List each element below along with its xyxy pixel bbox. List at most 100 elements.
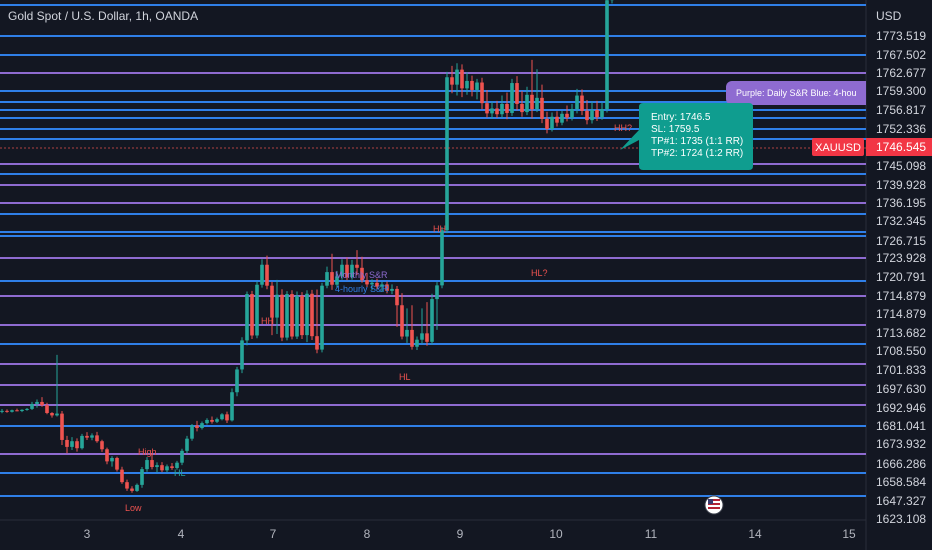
price-label: 1708.550 xyxy=(876,344,926,358)
candle-up xyxy=(215,419,219,422)
price-label: 1697.630 xyxy=(876,382,926,396)
candle-down xyxy=(105,449,109,462)
annotation-hl-3: HL? xyxy=(531,268,548,278)
candle-up xyxy=(455,69,459,85)
candle-down xyxy=(580,95,584,111)
candle-up xyxy=(475,82,479,90)
price-label: 1647.327 xyxy=(876,494,926,508)
current-price-value: 1746.545 xyxy=(876,140,926,154)
candle-up xyxy=(235,369,239,393)
candle-down xyxy=(545,118,549,129)
callout-entry: Entry: 1746.5 xyxy=(651,112,711,123)
candle-up xyxy=(590,110,594,121)
us-flag-icon[interactable] xyxy=(704,495,724,515)
candle-down xyxy=(65,439,69,447)
trade-callout[interactable]: Entry: 1746.5 SL: 1759.5 TP#1: 1735 (1:1… xyxy=(620,103,753,170)
callout-tp1: TP#1: 1735 (1:1 RR) xyxy=(651,136,743,147)
candle-down xyxy=(125,482,129,489)
candle-up xyxy=(380,284,384,287)
candle-up xyxy=(510,83,514,113)
candle-down xyxy=(315,336,319,350)
candle-down xyxy=(95,435,99,442)
legend-text: Purple: Daily S&R Blue: 4-hou xyxy=(736,88,857,98)
candle-up xyxy=(20,409,24,412)
candle-up xyxy=(535,97,539,110)
price-label: 1673.932 xyxy=(876,437,926,451)
annotation-hh-3: HH? xyxy=(614,123,632,133)
x-tick-10: 10 xyxy=(549,527,563,541)
candle-down xyxy=(115,457,119,470)
price-label: 1759.300 xyxy=(876,84,926,98)
candle-up xyxy=(10,410,14,412)
candle-up xyxy=(405,329,409,337)
candle-up xyxy=(350,264,354,278)
annotation-low: Low xyxy=(125,503,142,513)
candle-down xyxy=(330,272,334,285)
candle-down xyxy=(300,295,304,336)
candle-up xyxy=(575,95,579,110)
candle-up xyxy=(185,438,189,451)
candle-up xyxy=(430,299,434,342)
candle-down xyxy=(250,294,254,336)
candle-down xyxy=(360,267,364,281)
candle-down xyxy=(270,285,274,318)
candle-down xyxy=(470,80,474,90)
candle-up xyxy=(390,288,394,291)
candle-up xyxy=(500,103,504,115)
candle-up xyxy=(35,401,39,404)
price-label: 1756.817 xyxy=(876,103,926,117)
callout-sl: SL: 1759.5 xyxy=(651,124,700,135)
candle-up xyxy=(175,462,179,468)
candle-down xyxy=(595,110,599,118)
candle-down xyxy=(195,425,199,429)
candle-down xyxy=(480,82,484,104)
price-axis[interactable] xyxy=(866,0,932,550)
candle-up xyxy=(240,340,244,370)
candle-up xyxy=(260,264,264,285)
candle-up xyxy=(370,282,374,285)
candle-down xyxy=(130,488,134,491)
candle-up xyxy=(110,457,114,462)
annotation-high: High xyxy=(138,447,157,457)
candle-down xyxy=(310,293,314,337)
candle-up xyxy=(200,423,204,429)
candle-down xyxy=(50,412,54,416)
candle-up xyxy=(145,460,149,470)
price-label: 1723.928 xyxy=(876,251,926,265)
price-label: 1658.584 xyxy=(876,475,926,489)
candle-up xyxy=(435,285,439,300)
candle-up xyxy=(135,484,139,491)
candle-up xyxy=(490,108,494,114)
candle-down xyxy=(45,405,49,413)
candle-down xyxy=(345,264,349,278)
candle-down xyxy=(40,401,44,406)
candle-up xyxy=(90,435,94,438)
candle-down xyxy=(60,413,64,440)
x-tick-15: 15 xyxy=(842,527,856,541)
candle-up xyxy=(325,272,329,286)
annotation-hl-2: HL xyxy=(399,372,411,382)
candle-down xyxy=(210,419,214,422)
price-label: 1732.345 xyxy=(876,214,926,228)
price-label: 1720.791 xyxy=(876,270,926,284)
candle-up xyxy=(245,294,249,341)
candle-up xyxy=(340,264,344,277)
candle-down xyxy=(410,329,414,347)
x-tick-11: 11 xyxy=(645,527,658,541)
candle-down xyxy=(395,288,399,306)
candle-up xyxy=(70,441,74,447)
candle-down xyxy=(85,435,89,438)
candle-down xyxy=(225,414,229,421)
price-label: 1762.677 xyxy=(876,66,926,80)
support-resistance-levels xyxy=(0,4,866,497)
legend-box[interactable]: Purple: Daily S&R Blue: 4-hou xyxy=(726,81,886,105)
price-label: 1692.946 xyxy=(876,401,926,415)
candle-up xyxy=(205,419,209,424)
candle-down xyxy=(365,280,369,285)
candle-up xyxy=(445,77,449,231)
candle-up xyxy=(220,414,224,420)
candle-up xyxy=(525,94,529,113)
price-label: 1752.336 xyxy=(876,122,926,136)
candle-up xyxy=(140,469,144,485)
